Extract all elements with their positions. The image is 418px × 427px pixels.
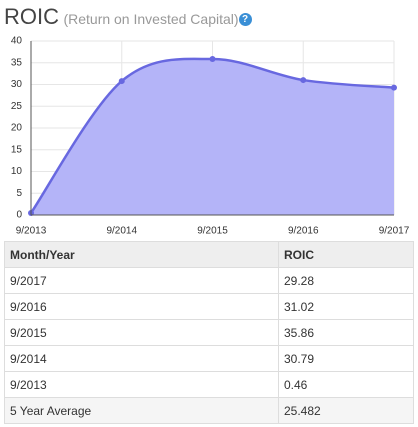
table-cell: 9/2016 <box>4 293 279 320</box>
x-tick-label: 9/2016 <box>288 226 319 237</box>
y-tick-label: 40 <box>11 36 23 47</box>
point <box>118 78 125 85</box>
y-tick-label: 25 <box>11 101 23 112</box>
chart: 0 5 10 15 20 25 30 35 40 9/2013 9/2014 9/2015 9/2016… <box>11 36 410 237</box>
y-tick-label: 35 <box>11 57 23 68</box>
table-cell: 9/2017 <box>4 267 279 294</box>
column-header: Month/Year <box>4 241 279 268</box>
x-tick-label: 9/2015 <box>197 226 228 237</box>
y-tick-label: 15 <box>11 144 23 155</box>
help-icon[interactable]: ? <box>238 13 252 26</box>
data-table: Month/Year ROIC 9/2017 29.28 9/2016 31.02 9/… <box>4 241 414 424</box>
table-row: 5 Year Average 25.482 <box>4 397 414 424</box>
y-tick-label: 20 <box>11 123 23 134</box>
x-tick-label: 9/2013 <box>16 226 47 237</box>
table-cell: 30.79 <box>278 345 414 372</box>
header-row: Month/Year ROIC <box>4 241 414 268</box>
table-cell: 29.28 <box>278 267 414 294</box>
y-tick-label: 30 <box>11 79 23 90</box>
point <box>391 84 397 91</box>
table-cell: 9/2014 <box>4 345 279 372</box>
table-cell: 9/2013 <box>4 371 279 398</box>
subtitle: (Return on Invested Capital) <box>63 11 239 27</box>
table-row: 9/2013 0.46 <box>4 371 414 398</box>
title: ROIC <box>4 4 59 29</box>
y-tick-label: 5 <box>16 188 22 199</box>
table-cell: 35.86 <box>278 319 414 346</box>
column-header: ROIC <box>278 241 414 268</box>
x-tick-label: 9/2014 <box>106 226 137 237</box>
table-cell: 5 Year Average <box>4 397 279 424</box>
point <box>209 56 216 63</box>
table-cell: 0.46 <box>278 371 414 398</box>
table-body: 9/2017 29.28 9/2016 31.02 9/2015 35.86 9/2014 3… <box>4 267 414 424</box>
table-row: 9/2016 31.02 <box>4 293 414 320</box>
y-tick-label: 0 <box>16 210 22 221</box>
header: ROIC (Return on Invested Capital)? <box>4 4 252 30</box>
table-row: 9/2014 30.79 <box>4 345 414 372</box>
x-tick-label: 9/2017 <box>379 226 410 237</box>
point <box>300 77 307 84</box>
table-cell: 31.02 <box>278 293 414 320</box>
table-cell: 9/2015 <box>4 319 279 346</box>
table-cell: 25.482 <box>278 397 414 424</box>
table-row: 9/2015 35.86 <box>4 319 414 346</box>
area <box>31 58 394 215</box>
table-row: 9/2017 29.28 <box>4 267 414 294</box>
y-tick-label: 10 <box>11 166 23 177</box>
line <box>29 57 395 214</box>
